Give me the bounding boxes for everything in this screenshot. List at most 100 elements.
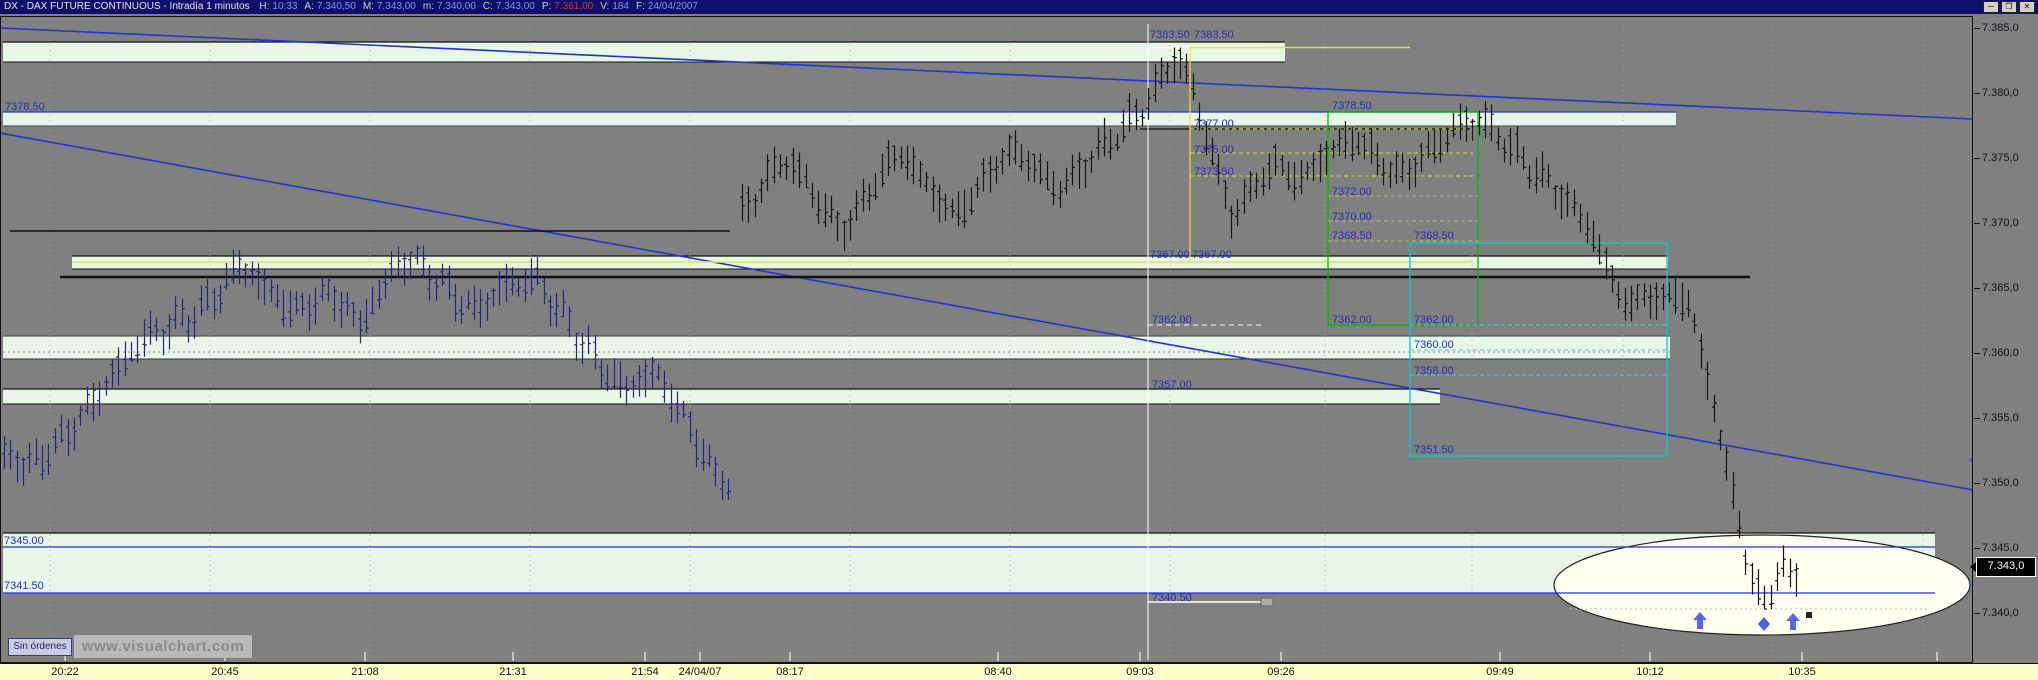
titlebar-divider xyxy=(0,14,2038,17)
price-zone-band xyxy=(3,389,1440,404)
price-level-label: 7372.00 xyxy=(1332,186,1372,198)
time-tick-label: 08:17 xyxy=(776,666,804,678)
dotted-vertical-gridlines xyxy=(49,20,1924,660)
quote-stat-label: C: xyxy=(482,1,493,12)
window-title: DX - DAX FUTURE CONTINUOUS - Intradía 1 … xyxy=(4,1,250,12)
no-orders-button[interactable]: Sin órdenes xyxy=(8,638,72,656)
time-tick-label: 21:08 xyxy=(351,666,379,678)
price-tick-label: 7.385,0 xyxy=(1982,22,2019,34)
quote-stat-label: M: xyxy=(362,1,374,12)
time-tick-label: 08:40 xyxy=(984,666,1012,678)
price-level-label: 7351.50 xyxy=(1414,444,1454,456)
time-tick-label: 20:22 xyxy=(51,666,79,678)
price-tick-label: 7.345,0 xyxy=(1982,542,2019,554)
minimize-button[interactable]: ─ xyxy=(1983,1,1999,13)
quote-stat-label: P: xyxy=(541,1,552,12)
close-button[interactable]: ✕ xyxy=(2019,1,2035,13)
price-level-label: 7362.00 xyxy=(1414,314,1454,326)
price-level-label: 7368.50 xyxy=(1332,230,1372,242)
price-level-label: 7345.00 xyxy=(4,535,44,547)
quote-stat-label: F: xyxy=(636,1,645,12)
chart-price-labels: 7378.50 7383.50 7383.50 7377.00 7375.00 7373.… xyxy=(4,29,1454,604)
quote-stat-value: 10:33 xyxy=(272,1,298,12)
analysis-lines xyxy=(3,24,1935,660)
time-tick-label: 24/04/07 xyxy=(678,666,722,678)
buy-arrow-icon xyxy=(1786,613,1800,630)
price-axis[interactable]: 7.385,0 7.380,0 7.375,0 7.370,0 7.365,0 7.360… xyxy=(1970,16,2038,663)
time-tick-label: 09:03 xyxy=(1126,666,1154,678)
quote-stat-label: V: xyxy=(600,1,610,12)
price-tick-label: 7.375,0 xyxy=(1982,152,2019,164)
quote-stat-value: 7.343,00 xyxy=(495,1,535,12)
price-level-label: 7357.00 xyxy=(1152,379,1192,391)
price-level-label: 7378.50 xyxy=(1332,100,1372,112)
trendlines xyxy=(0,27,1974,491)
support-resistance-zones xyxy=(3,41,1935,593)
price-tick-label: 7.365,0 xyxy=(1982,282,2019,294)
price-level-label: 7373.50 xyxy=(1194,166,1234,178)
visualchart-watermark: www.visualchart.com xyxy=(74,635,252,658)
price-tick-dash xyxy=(1974,483,1980,484)
price-tick-label: 7.355,0 xyxy=(1982,412,2019,424)
descending-trendline xyxy=(0,27,1974,120)
current-price-arrow-icon xyxy=(1970,562,1976,572)
time-tick-label: 09:26 xyxy=(1267,666,1295,678)
price-level-label: 7378.50 xyxy=(5,101,45,113)
price-tick-dash xyxy=(1974,28,1980,29)
titlebar-quote-stats: H: 10:33 A: 7.340,50 M: 7.343,00 m: 7.340,00 C: 7… xyxy=(252,1,698,12)
price-tick-label: 7.380,0 xyxy=(1982,87,2019,99)
price-level-label: 7383.50 xyxy=(1194,29,1234,41)
price-tick-label: 7.350,0 xyxy=(1982,477,2019,489)
maximize-button[interactable]: ❐ xyxy=(2001,1,2017,13)
price-zone-band xyxy=(3,42,1285,62)
highlight-ellipse-annotation xyxy=(1553,534,1971,636)
price-zone-band xyxy=(3,112,1676,126)
price-level-label: 7362.00 xyxy=(1332,314,1372,326)
price-level-label: 7367.00 xyxy=(1192,249,1232,261)
quote-stat-value: 184 xyxy=(612,1,629,12)
quote-stat-value: 7.343,00 xyxy=(376,1,416,12)
window-controls: ─ ❐ ✕ xyxy=(1983,1,2035,13)
price-level-label: 7358.00 xyxy=(1414,365,1454,377)
time-tick-label: 09:49 xyxy=(1486,666,1514,678)
price-level-label: 7368.50 xyxy=(1414,230,1454,242)
quote-stat-value: 7.361,00 xyxy=(554,1,594,12)
price-tick-dash xyxy=(1974,288,1980,289)
price-tick-dash xyxy=(1974,418,1980,419)
price-tick-dash xyxy=(1974,353,1980,354)
square-marker-icon xyxy=(1806,612,1812,618)
time-tick-label: 20:45 xyxy=(211,666,239,678)
time-axis[interactable]: 20:22 20:45 21:08 21:31 21:54 24/04/07 08:17 08… xyxy=(0,663,2038,680)
price-level-label: 7370.00 xyxy=(1332,211,1372,223)
quote-stat-label: m: xyxy=(422,1,434,12)
descending-trendline xyxy=(0,132,1974,491)
price-level-label: 7360.00 xyxy=(1414,339,1454,351)
window-titlebar[interactable]: DX - DAX FUTURE CONTINUOUS - Intradía 1 … xyxy=(0,0,2038,14)
fibonacci-retracement-box xyxy=(1409,242,1668,457)
price-tick-dash xyxy=(1974,223,1980,224)
price-level-label: 7383.50 xyxy=(1150,29,1190,41)
diamond-marker-icon xyxy=(1758,617,1770,631)
time-tick-label: 21:31 xyxy=(499,666,527,678)
buy-arrow-icon xyxy=(1693,612,1707,629)
fib-box-border xyxy=(1327,111,1479,326)
price-tick-label: 7.340,0 xyxy=(1982,607,2019,619)
plot-frame xyxy=(0,16,1973,663)
price-level-label: 7377.00 xyxy=(1194,118,1234,130)
fib-drag-handle xyxy=(1260,597,1274,607)
price-tick-label: 7.360,0 xyxy=(1982,347,2019,359)
price-tick-dash xyxy=(1974,613,1980,614)
price-tick-label: 7.370,0 xyxy=(1982,217,2019,229)
time-tick-label: 21:54 xyxy=(631,666,659,678)
fibonacci-retracement-box xyxy=(1327,111,1479,326)
price-level-label: 7341.50 xyxy=(4,580,44,592)
price-zone-band xyxy=(3,336,1670,359)
quote-stat-label: H: xyxy=(259,1,270,12)
price-level-label: 7375.00 xyxy=(1194,144,1234,156)
price-level-label: 7367.00 xyxy=(1150,249,1190,261)
ohlc-bars-morning-24/04 xyxy=(740,47,1799,610)
time-tick-label: 10:35 xyxy=(1788,666,1816,678)
time-tick-label: 10:12 xyxy=(1636,666,1664,678)
